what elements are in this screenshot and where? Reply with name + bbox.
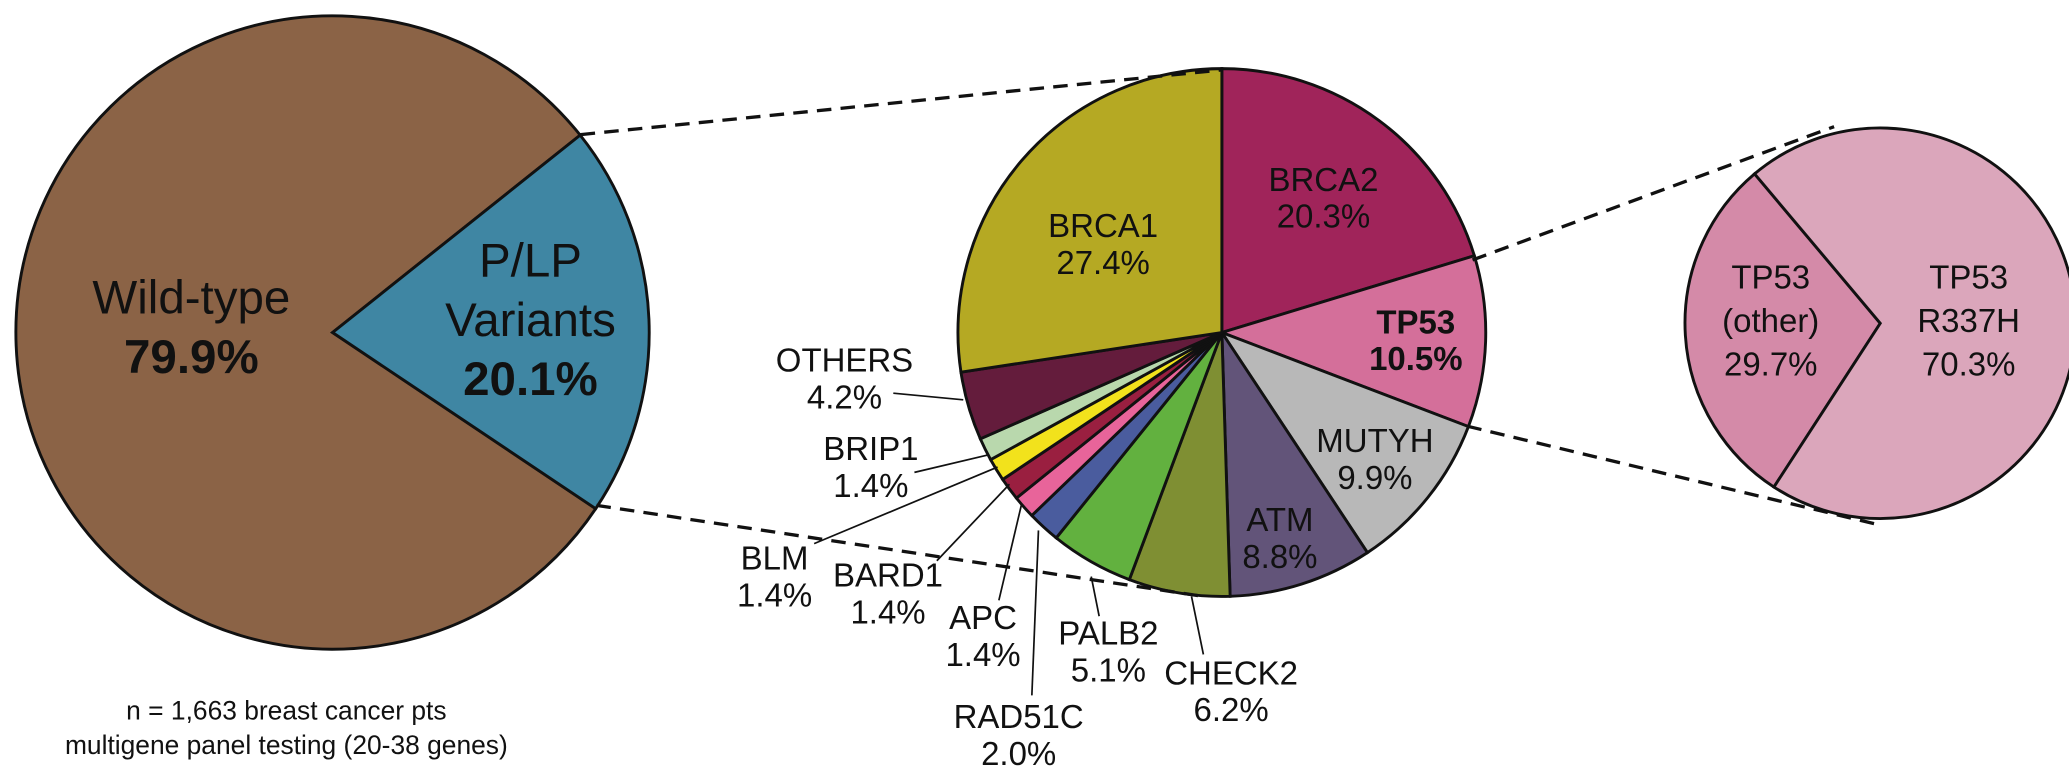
leader-line [1031, 530, 1040, 696]
pies [14, 14, 2069, 651]
slice-label: R337H [1917, 302, 2020, 339]
pie-slice [1683, 171, 1883, 490]
slice-label: TP53 [1731, 258, 1810, 295]
slice-value: 27.4% [1056, 244, 1149, 281]
zoom-line [580, 68, 1223, 137]
pie-slice [956, 67, 1224, 374]
slice-label: BRCA1 [1048, 207, 1158, 244]
slice-value: 29.7% [1724, 346, 1817, 383]
slice-value: 2.0% [981, 735, 1056, 767]
zoom-lines [580, 68, 1881, 599]
slice-label: APC [949, 599, 1017, 636]
note: n = 1,663 breast cancer pts [126, 695, 446, 725]
slice-value: 8.8% [1242, 538, 1317, 575]
slice-label: BRCA2 [1268, 161, 1378, 198]
leader-line [936, 483, 1011, 562]
slice-value: 1.4% [945, 636, 1020, 673]
slice-label: TP53 [1376, 303, 1455, 340]
slice-label: (other) [1722, 302, 1819, 339]
slice-value: 4.2% [807, 379, 882, 416]
slice-value: 1.4% [850, 594, 925, 631]
slice-value: 1.4% [737, 576, 812, 613]
pie-slice [1752, 126, 2069, 520]
slice-label: TP53 [1929, 258, 2008, 295]
pie-slice [1220, 327, 1370, 598]
slice-label: RAD51C [954, 698, 1084, 735]
pie-slice [330, 133, 651, 511]
zoom-line [1471, 125, 1835, 262]
slice-label: PALB2 [1058, 615, 1158, 652]
leader-line [813, 466, 998, 545]
zoom-line [596, 503, 1204, 599]
slice-label: BLM [741, 539, 809, 576]
slice-label: ATM [1246, 501, 1313, 538]
slice-label: OTHERS [776, 342, 913, 379]
slice-label: CHECK2 [1164, 654, 1298, 691]
slice-value: 9.9% [1337, 459, 1412, 496]
slice-value: 1.4% [833, 467, 908, 504]
slice-label: MUTYH [1316, 422, 1433, 459]
leader-line [1190, 596, 1205, 655]
pie-slice [1218, 329, 1471, 555]
slice-label: BARD1 [833, 557, 943, 594]
pie-slice [1220, 67, 1477, 335]
leader-line [914, 454, 988, 474]
pie-slice [1217, 253, 1488, 429]
pie-slice [14, 14, 598, 651]
note: multigene panel testing (20-38 genes) [65, 730, 508, 760]
slice-value: 70.3% [1922, 346, 2015, 383]
leader-line [893, 392, 964, 401]
slice-label: BRIP1 [823, 430, 918, 467]
slice-value: 6.2% [1194, 691, 1269, 728]
leader-line [998, 505, 1023, 601]
slice-label: Wild-type [92, 271, 290, 324]
slice-value: 79.9% [124, 331, 259, 384]
slice-value: 10.5% [1369, 340, 1462, 377]
slice-value: 5.1% [1071, 652, 1146, 689]
slice-value: 20.1% [463, 353, 598, 406]
leader-line [1090, 576, 1100, 617]
slice-label: P/LP [479, 234, 582, 287]
slice-label: Variants [445, 294, 616, 347]
slice-value: 20.3% [1277, 198, 1370, 235]
